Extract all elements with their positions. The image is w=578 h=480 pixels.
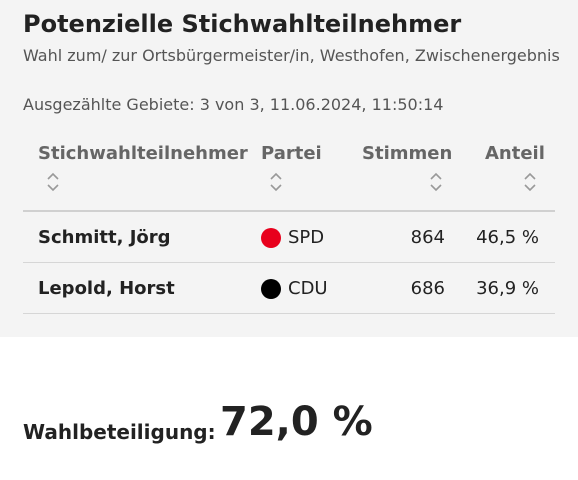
sort-votes-icon[interactable] <box>429 171 443 193</box>
column-header-share[interactable]: Anteil <box>485 143 545 164</box>
page-title: Potenzielle Stichwahlteilnehmer <box>23 10 462 38</box>
vote-share: 46,5 % <box>476 227 539 248</box>
party-color-dot-icon <box>261 228 281 248</box>
candidate-name: Schmitt, Jörg <box>38 227 171 248</box>
counting-status: Ausgezählte Gebiete: 3 von 3, 11.06.2024… <box>23 95 444 114</box>
party-name: CDU <box>288 278 328 299</box>
sort-candidate-icon[interactable] <box>46 171 60 193</box>
column-header-party[interactable]: Partei <box>261 143 322 164</box>
results-panel: Potenzielle Stichwahlteilnehmer Wahl zum… <box>0 0 578 337</box>
row-divider <box>23 313 555 314</box>
turnout-label: Wahlbeteiligung: <box>23 420 216 444</box>
party-name: SPD <box>288 227 325 248</box>
vote-share: 36,9 % <box>476 278 539 299</box>
sort-party-icon[interactable] <box>269 171 283 193</box>
election-subtitle: Wahl zum/ zur Ortsbürgermeister/in, West… <box>23 46 560 65</box>
party-color-dot-icon <box>261 279 281 299</box>
sort-share-icon[interactable] <box>523 171 537 193</box>
column-header-candidate[interactable]: Stichwahlteilnehmer <box>38 143 248 164</box>
turnout-value: 72,0 % <box>220 399 373 445</box>
candidate-name: Lepold, Horst <box>38 278 175 299</box>
header-divider <box>23 210 555 212</box>
vote-count: 686 <box>410 278 445 299</box>
column-header-votes[interactable]: Stimmen <box>362 143 453 164</box>
vote-count: 864 <box>410 227 445 248</box>
row-divider <box>23 262 555 263</box>
